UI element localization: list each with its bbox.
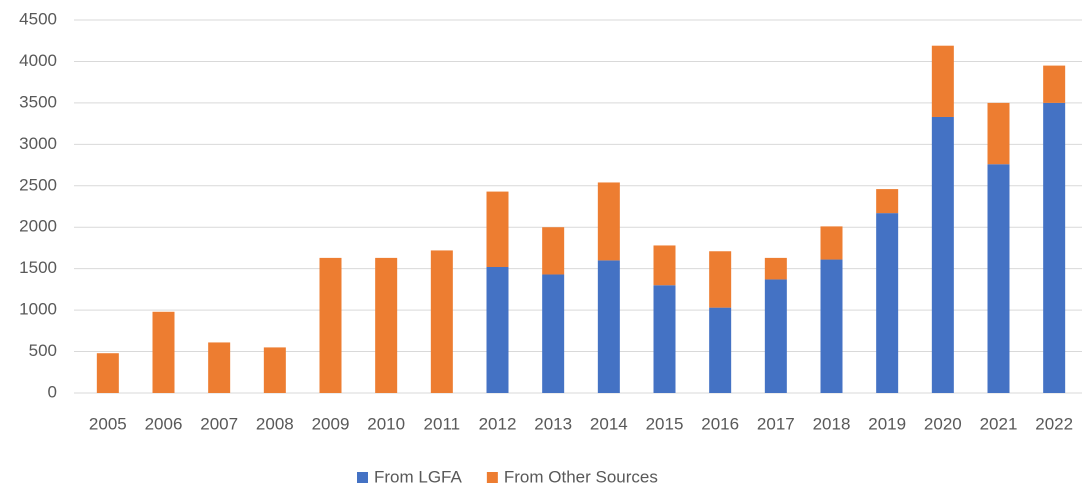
bar-segment: [653, 245, 676, 286]
legend-swatch: [486, 472, 498, 483]
bar-segment: [1043, 65, 1066, 103]
legend-label: From Other Sources: [504, 467, 658, 486]
legend-swatch: [357, 472, 368, 483]
legend-label: From LGFA: [374, 467, 463, 486]
bar-segment: [208, 342, 231, 393]
x-tick-label: 2018: [813, 414, 851, 433]
y-tick-label: 3000: [19, 134, 57, 153]
x-tick-label: 2015: [646, 414, 684, 433]
bar-segment: [597, 182, 620, 261]
x-tick-label: 2007: [200, 414, 238, 433]
x-tick-label: 2014: [590, 414, 628, 433]
x-tick-label: 2009: [312, 414, 350, 433]
bar-segment: [96, 353, 119, 393]
y-tick-label: 0: [48, 382, 57, 401]
bar-segment: [653, 285, 676, 393]
bar-segment: [152, 311, 175, 393]
bar-segment: [430, 250, 453, 393]
bar-segment: [709, 307, 732, 393]
bar-segment: [542, 227, 565, 275]
y-tick-label: 1000: [19, 300, 57, 319]
x-tick-label: 2019: [868, 414, 906, 433]
bar-segment: [987, 164, 1010, 393]
y-tick-label: 2000: [19, 217, 57, 236]
bar-segment: [764, 279, 787, 393]
bar-segment: [542, 274, 565, 393]
bar-segment: [597, 260, 620, 393]
bar-segment: [709, 251, 732, 308]
x-tick-label: 2020: [924, 414, 962, 433]
bar-segment: [820, 259, 843, 393]
x-tick-label: 2010: [367, 414, 405, 433]
bar-segment: [764, 257, 787, 280]
bar-segment: [820, 226, 843, 260]
x-tick-label: 2021: [980, 414, 1018, 433]
y-tick-label: 500: [29, 341, 57, 360]
bar-segment: [876, 189, 899, 214]
bar-segment: [486, 191, 509, 268]
bar-segment: [987, 102, 1010, 165]
bar-segment: [876, 213, 899, 393]
bar-segment: [931, 45, 954, 117]
bar-segment: [931, 116, 954, 393]
x-tick-label: 2008: [256, 414, 294, 433]
y-tick-label: 2500: [19, 175, 57, 194]
bar-segment: [1043, 102, 1066, 393]
bar-segment: [263, 347, 286, 393]
x-tick-label: 2006: [145, 414, 183, 433]
x-tick-label: 2022: [1035, 414, 1073, 433]
x-tick-label: 2005: [89, 414, 127, 433]
bar-segment: [486, 267, 509, 393]
x-tick-label: 2011: [424, 414, 461, 433]
y-tick-label: 3500: [19, 92, 57, 111]
x-tick-label: 2012: [479, 414, 517, 433]
x-tick-label: 2016: [701, 414, 739, 433]
bar-segment: [319, 257, 342, 393]
y-tick-label: 1500: [19, 258, 57, 277]
x-tick-label: 2013: [534, 414, 572, 433]
y-tick-label: 4000: [19, 51, 57, 70]
x-tick-label: 2017: [757, 414, 795, 433]
bar-segment: [375, 257, 398, 393]
y-tick-label: 4500: [19, 9, 57, 28]
